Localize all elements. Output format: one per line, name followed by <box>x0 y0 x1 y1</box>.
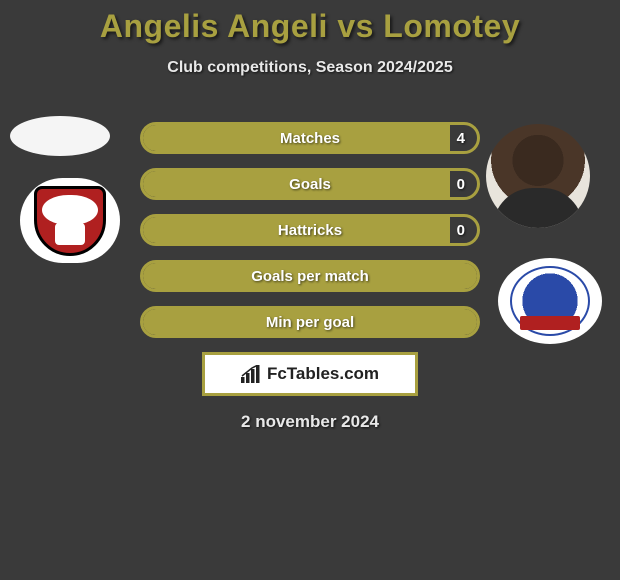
player-avatar-left <box>10 116 110 156</box>
subtitle: Club competitions, Season 2024/2025 <box>0 59 620 77</box>
stat-label: Goals <box>143 171 477 197</box>
stat-label: Hattricks <box>143 217 477 243</box>
stat-value: 0 <box>457 217 465 243</box>
stat-row-matches: Matches 4 <box>140 122 480 154</box>
player-avatar-right <box>486 124 590 228</box>
stats-list: Matches 4 Goals 0 Hattricks 0 Goals per … <box>140 122 480 432</box>
stat-label: Min per goal <box>143 309 477 335</box>
date-text: 2 november 2024 <box>140 412 480 432</box>
brand-text: FcTables.com <box>267 364 379 384</box>
bar-chart-icon <box>241 365 261 383</box>
club-badge-right <box>498 258 602 344</box>
stat-label: Matches <box>143 125 477 151</box>
stat-value: 4 <box>457 125 465 151</box>
page-title: Angelis Angeli vs Lomotey <box>0 8 620 45</box>
stat-row-hattricks: Hattricks 0 <box>140 214 480 246</box>
club-badge-right-circle-icon <box>510 266 590 336</box>
club-badge-left-shield-icon <box>34 186 106 256</box>
stat-row-goals-per-match: Goals per match <box>140 260 480 292</box>
stat-row-min-per-goal: Min per goal <box>140 306 480 338</box>
brand-watermark[interactable]: FcTables.com <box>202 352 418 396</box>
club-badge-left <box>20 178 120 263</box>
stat-value: 0 <box>457 171 465 197</box>
stat-row-goals: Goals 0 <box>140 168 480 200</box>
stat-label: Goals per match <box>143 263 477 289</box>
comparison-card: Angelis Angeli vs Lomotey Club competiti… <box>0 0 620 580</box>
